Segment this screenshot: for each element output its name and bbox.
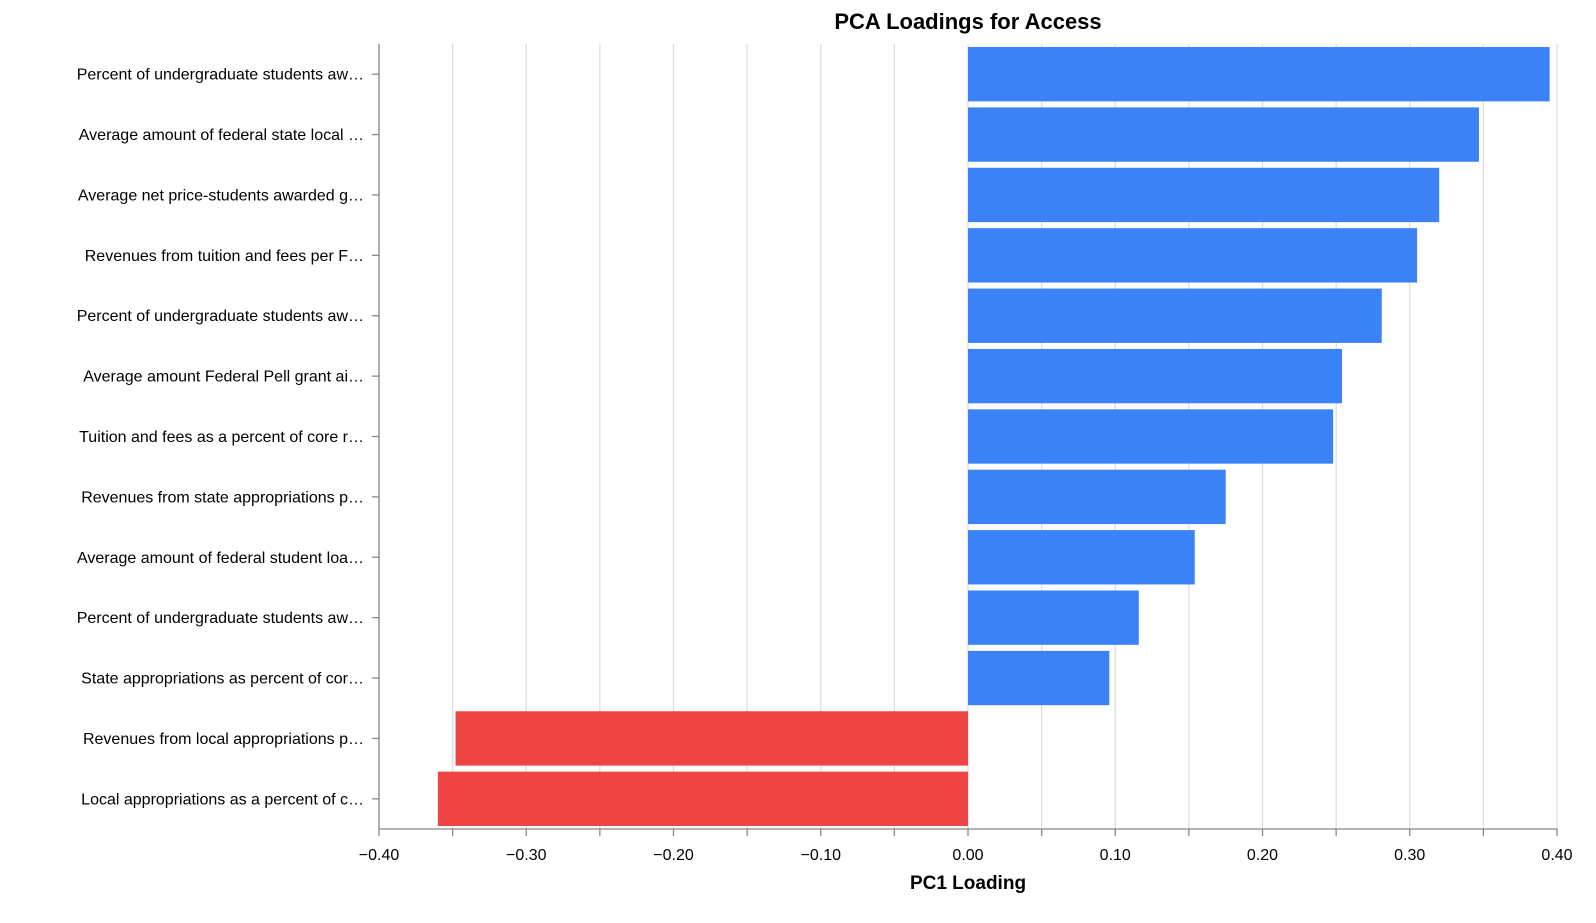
category-label: Revenues from local appropriations p… [83,731,364,748]
category-label: Average amount Federal Pell grant ai… [83,369,364,386]
bar[interactable] [968,650,1110,706]
bar[interactable] [455,711,968,766]
x-tick-label: 0.00 [952,847,983,864]
category-label: Average net price-students awarded g… [78,187,364,204]
bar[interactable] [968,167,1440,223]
category-label: State appropriations as percent of cor… [81,671,364,688]
bar[interactable] [968,590,1139,645]
bar[interactable] [968,409,1334,464]
category-label: Tuition and fees as a percent of core r… [79,429,364,446]
chart-title: PCA Loadings for Access [834,9,1101,34]
x-tick-label: 0.10 [1100,847,1131,864]
bar[interactable] [968,107,1479,162]
category-label: Percent of undergraduate students aw… [77,610,364,627]
category-label: Percent of undergraduate students aw… [77,308,364,325]
x-tick-label: −0.20 [653,847,694,864]
x-tick-label: −0.40 [359,847,400,864]
bar[interactable] [968,47,1550,102]
category-label: Average amount of federal student loa… [77,550,364,567]
category-label: Average amount of federal state local … [79,127,364,144]
bar[interactable] [968,348,1343,404]
bar[interactable] [968,228,1418,283]
bar[interactable] [968,469,1226,525]
bar[interactable] [968,530,1195,585]
bar[interactable] [968,288,1382,343]
axes: −0.40 −0.30 −0.20 −0.10 0.00 0.10 0.20 0.30 0.40… [77,44,1573,864]
x-tick-label: −0.30 [506,847,547,864]
category-label: Local appropriations as a percent of c… [81,791,364,808]
bar[interactable] [437,771,968,826]
x-tick-label: 0.20 [1247,847,1278,864]
category-label: Revenues from tuition and fees per F… [85,248,364,265]
x-tick-label: −0.10 [801,847,842,864]
x-tick-label: 0.30 [1394,847,1425,864]
category-label: Percent of undergraduate students aw… [77,67,364,84]
category-label: Revenues from state appropriations p… [81,489,364,506]
x-axis-title: PC1 Loading [910,873,1026,894]
bars [437,47,1550,826]
x-tick-label: 0.40 [1541,847,1572,864]
